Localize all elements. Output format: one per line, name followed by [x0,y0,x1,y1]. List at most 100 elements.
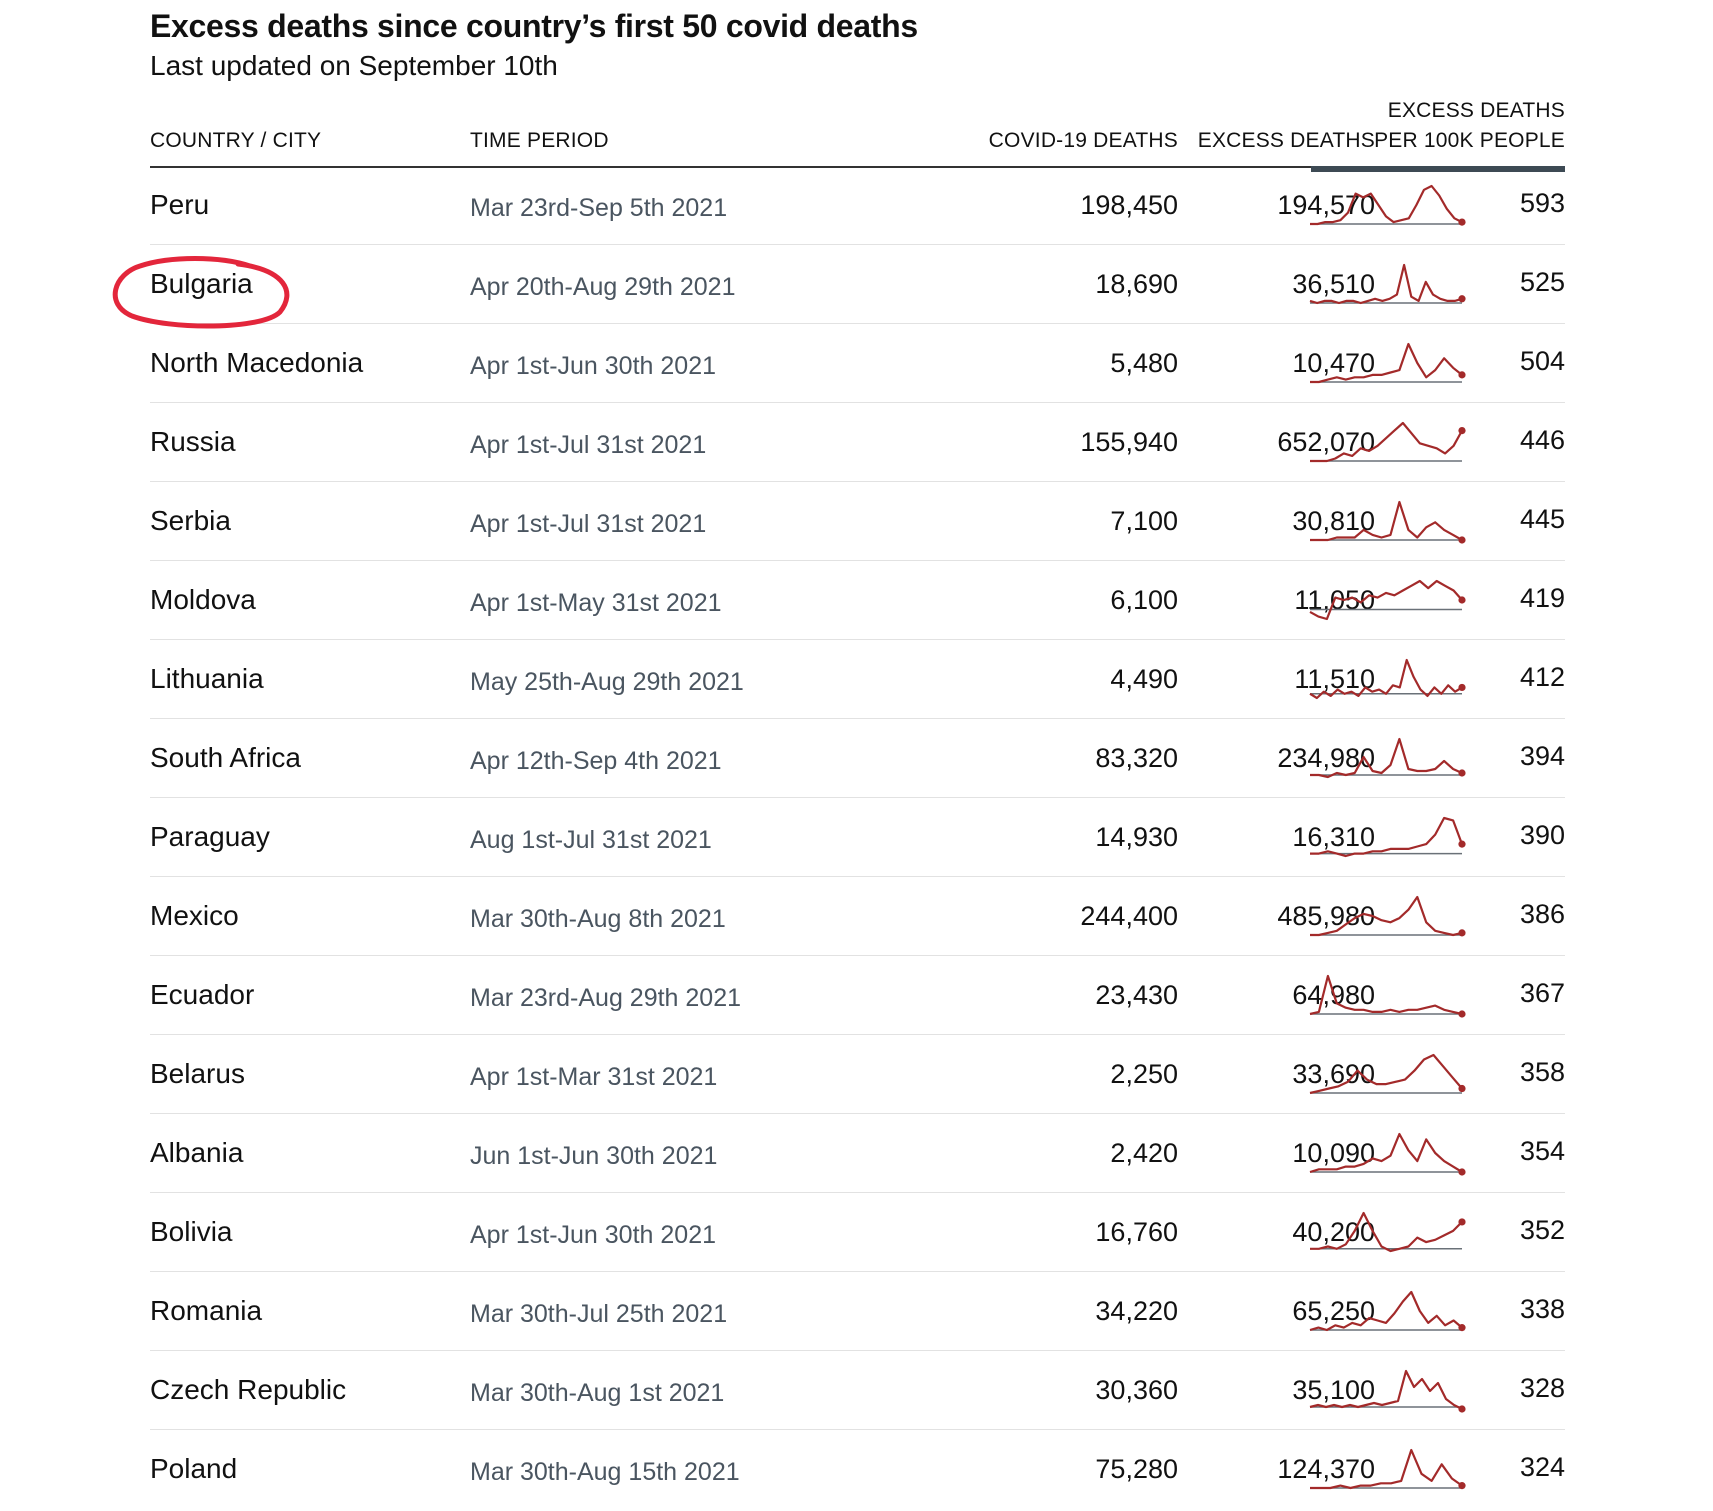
country-name: Lithuania [150,663,264,694]
table-row: South Africa Apr 12th-Sep 4th 2021 83,320 2… [150,719,1565,798]
trend-sparkline [1309,263,1466,305]
table-row: Czech Republic Mar 30th-Aug 1st 2021 30,36… [150,1351,1565,1430]
table-row: North Macedonia Apr 1st-Jun 30th 2021 5,48… [150,324,1565,403]
excess-deaths: 40,200 [1292,1217,1375,1247]
sparkline-endpoint [1458,683,1466,692]
excess-per-100k: 328 [1519,1373,1565,1403]
trend-sparkline [1309,1132,1466,1176]
trend-sparkline [1310,342,1466,384]
sparkline-endpoint [1458,1010,1466,1018]
country-name: Ecuador [150,979,255,1010]
covid-deaths: 34,220 [1095,1296,1178,1326]
column-header-covid-deaths[interactable]: COVID-19 DEATHS [988,129,1178,152]
sparkline-line [1309,1053,1463,1095]
excess-per-100k: 352 [1519,1215,1565,1245]
excess-deaths: 10,090 [1292,1138,1375,1168]
active-sort-indicator [1311,166,1565,172]
column-header-country[interactable]: COUNTRY / CITY [150,129,322,152]
excess-per-100k: 367 [1519,978,1565,1008]
sparkline-line [1310,816,1464,858]
covid-deaths: 16,760 [1095,1217,1178,1247]
time-period: Apr 1st-Jun 30th 2021 [470,1221,716,1249]
highlight-annotation-circle [112,256,290,329]
trend-sparkline [1309,1290,1466,1332]
covid-deaths: 2,250 [1110,1059,1178,1089]
column-header-excess-per-100k[interactable]: EXCESS DEATHS PER 100K PEOPLE [1374,96,1565,156]
sparkline-endpoint [1458,596,1466,604]
time-period: May 25th-Aug 29th 2021 [470,668,744,696]
excess-per-100k: 386 [1519,899,1565,929]
excess-deaths: 36,510 [1292,269,1375,299]
excess-per-100k: 390 [1519,820,1565,850]
time-period: Mar 30th-Aug 1st 2021 [470,1379,725,1407]
table-row: Bulgaria Apr 20th-Aug 29th 2021 18,690 36,5… [150,245,1565,324]
trend-sparkline [1310,184,1466,226]
time-period: Mar 30th-Jul 25th 2021 [470,1300,728,1328]
excess-per-100k: 525 [1519,267,1565,297]
covid-deaths: 6,100 [1110,585,1178,615]
time-period: Apr 1st-Mar 31st 2021 [470,1063,718,1091]
excess-deaths: 652,070 [1277,427,1375,457]
sparkline-line [1310,421,1463,463]
sparkline-endpoint [1458,536,1466,544]
table-row: Ecuador Mar 23rd-Aug 29th 2021 23,430 64,98… [150,956,1565,1035]
table-row: Mexico Mar 30th-Aug 8th 2021 244,400 485,98… [150,877,1565,956]
trend-sparkline [1310,1448,1466,1490]
sparkline-endpoint [1458,1405,1466,1413]
country-name: Peru [150,189,210,220]
page-title: Excess deaths since country’s first 50 c… [150,8,918,44]
sparkline-endpoint [1458,1482,1466,1490]
excess-deaths: 16,310 [1292,822,1375,852]
table-row: Romania Mar 30th-Jul 25th 2021 34,220 65,25… [150,1272,1565,1351]
covid-deaths: 14,930 [1095,822,1178,852]
excess-per-100k: 419 [1519,583,1565,613]
excess-per-100k: 446 [1519,425,1565,455]
country-name: Bolivia [150,1216,233,1247]
trend-sparkline [1309,974,1466,1018]
sparkline-line [1310,342,1463,384]
table-row: Russia Apr 1st-Jul 31st 2021 155,940 652,07… [150,403,1565,482]
country-name: Russia [150,426,236,457]
sparkline-endpoint [1458,427,1466,435]
sparkline-line [1310,895,1463,937]
sparkline-line [1309,263,1463,305]
trend-sparkline [1310,816,1466,858]
table-row: Belarus Apr 1st-Mar 31st 2021 2,250 33,690 3… [150,1035,1565,1114]
excess-per-100k: 324 [1519,1452,1565,1482]
sparkline-line [1309,1369,1463,1410]
covid-deaths: 30,360 [1095,1375,1178,1405]
sparkline-line [1309,974,1463,1016]
sparkline-line [1310,1448,1463,1490]
time-period: Jun 1st-Jun 30th 2021 [470,1142,718,1170]
country-name: Belarus [150,1058,245,1089]
excess-deaths: 35,100 [1292,1375,1375,1405]
table-row: Serbia Apr 1st-Jul 31st 2021 7,100 30,810 44… [150,482,1565,561]
table-row: Albania Jun 1st-Jun 30th 2021 2,420 10,090 3… [150,1114,1565,1193]
sparkline-endpoint [1458,1168,1466,1176]
covid-deaths: 75,280 [1095,1454,1178,1484]
time-period: Mar 23rd-Aug 29th 2021 [470,984,742,1012]
sparkline-endpoint [1458,1218,1466,1226]
covid-deaths: 18,690 [1095,269,1178,299]
time-period: Apr 1st-May 31st 2021 [470,589,722,617]
column-header-excess-deaths[interactable]: EXCESS DEATHS [1197,129,1375,152]
excess-deaths: 65,250 [1292,1296,1375,1326]
sparkline-line [1309,579,1463,621]
sparkline-line [1309,1132,1463,1174]
time-period: Aug 1st-Jul 31st 2021 [470,826,712,854]
excess-deaths: 10,470 [1292,348,1375,378]
country-name: South Africa [150,742,301,773]
covid-deaths: 5,480 [1110,348,1178,378]
time-period: Mar 23rd-Sep 5th 2021 [470,194,728,222]
sparkline-endpoint [1458,1084,1466,1093]
sparkline-line [1310,737,1463,779]
sparkline-endpoint [1458,840,1466,848]
trend-sparkline [1309,1053,1466,1095]
sparkline-endpoint [1458,371,1466,379]
column-header-time-period[interactable]: TIME PERIOD [470,129,609,152]
country-name: Moldova [150,584,256,615]
country-name: Serbia [150,505,231,536]
column-header-excess-per-100k-line1: EXCESS DEATHS [1387,99,1565,122]
table-header: COUNTRY / CITY TIME PERIOD COVID-19 DEAT… [150,96,1565,172]
country-name: Czech Republic [150,1374,347,1405]
